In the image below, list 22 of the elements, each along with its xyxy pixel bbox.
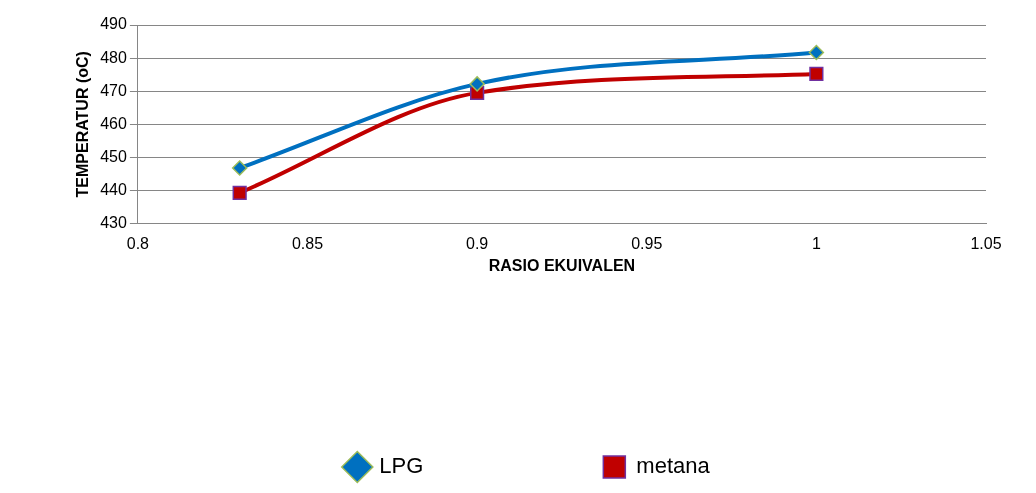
x-tick-label: 1.05: [970, 234, 1002, 252]
y-tick-label: 460: [100, 114, 127, 132]
y-tick-label: 490: [100, 15, 127, 33]
x-tick-label: 0.85: [291, 234, 324, 252]
y-tick-label: 470: [100, 81, 127, 99]
legend-label: LPG: [379, 453, 424, 479]
legend-label: metana: [636, 453, 711, 479]
point: [232, 185, 247, 200]
point: [809, 66, 824, 82]
y-tick-label: 450: [100, 147, 127, 165]
y-tick-label: 440: [100, 180, 127, 198]
y-tick-label: 430: [100, 214, 127, 232]
point: [808, 44, 825, 61]
x-axis-title: RASIO EKUIVALEN: [488, 256, 636, 274]
x-tick-label: 0.95: [631, 234, 663, 252]
x-tick-label: 0.9: [466, 234, 489, 252]
x-tick-label: 0.8: [126, 234, 150, 252]
y-tick-label: 480: [100, 48, 127, 66]
point: [469, 76, 485, 92]
y-axis-title: TEMPERATUR (oC): [74, 51, 92, 198]
x-tick-label: 1: [811, 234, 821, 252]
point: [231, 160, 248, 176]
